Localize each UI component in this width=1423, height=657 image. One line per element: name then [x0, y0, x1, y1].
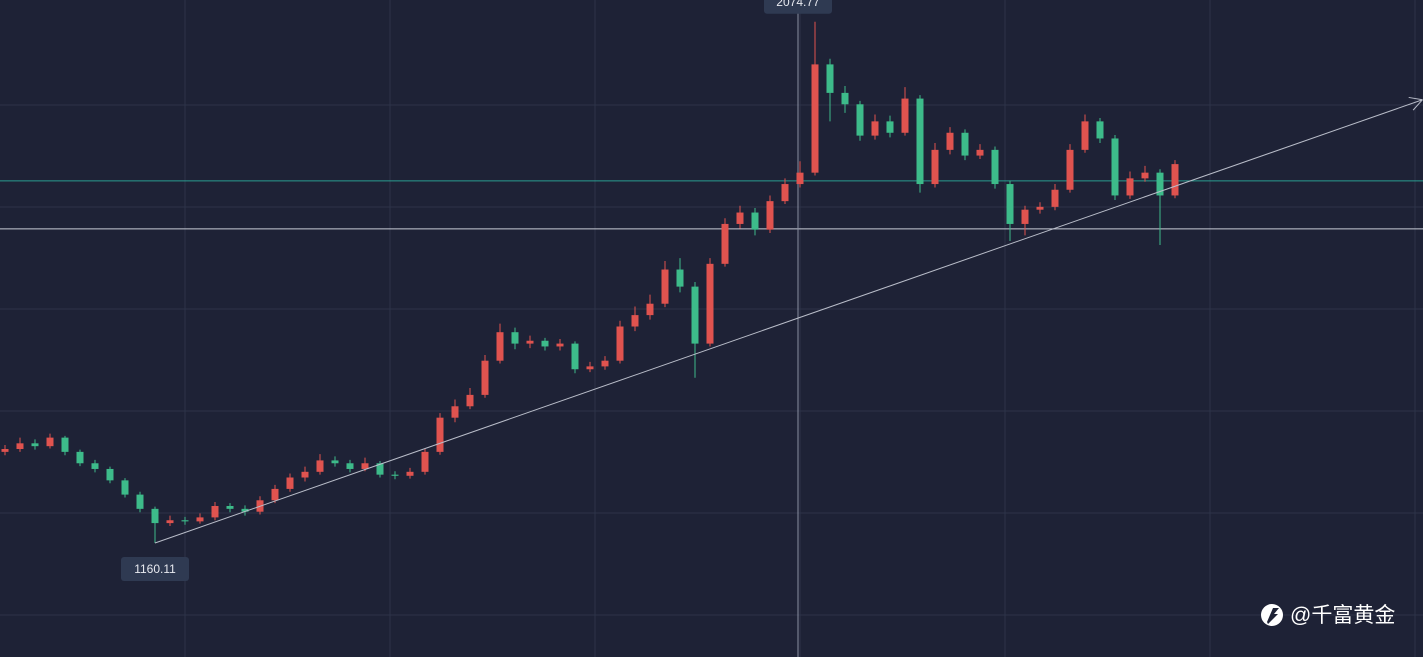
candle-body — [571, 343, 579, 370]
candle-body — [751, 212, 759, 230]
trendline-arrow — [1408, 96, 1423, 101]
candle-body — [661, 269, 669, 304]
candle-body — [91, 463, 99, 469]
candle-body — [616, 326, 624, 361]
candle-body — [436, 417, 444, 452]
price-label-box — [764, 0, 832, 14]
candle-body — [706, 263, 714, 344]
candle-body — [1006, 184, 1014, 224]
candle-body — [31, 443, 39, 447]
candle-body — [646, 303, 654, 316]
candle-body — [121, 480, 129, 495]
candle-body — [106, 468, 114, 481]
candle-body — [811, 64, 819, 173]
candle-body — [841, 92, 849, 105]
candle-body — [211, 505, 219, 518]
candle-body — [61, 437, 69, 452]
candle-body — [1141, 172, 1149, 179]
candle-body — [901, 98, 909, 133]
watermark: @千富黄金 — [1261, 604, 1395, 627]
candle-body — [781, 184, 789, 202]
price-label: 2074.77 — [776, 0, 820, 9]
candle-body — [496, 332, 504, 361]
candle-body — [601, 360, 609, 367]
candle-body — [1081, 121, 1089, 150]
candle-body — [1021, 209, 1029, 224]
candle-body — [1126, 178, 1134, 196]
candle-body — [946, 132, 954, 150]
candle-body — [1036, 206, 1044, 210]
candle-body — [151, 508, 159, 524]
candle-body — [1066, 149, 1074, 190]
candle-body — [631, 315, 639, 327]
candle-body — [331, 460, 339, 464]
candle-body — [481, 360, 489, 395]
candle-body — [721, 223, 729, 264]
candle-body — [196, 517, 204, 522]
candle-body — [406, 471, 414, 476]
candle-body — [871, 121, 879, 136]
candle-body — [316, 460, 324, 472]
candle-body — [766, 201, 774, 230]
price-label: 1160.11 — [134, 562, 176, 576]
candle-body — [1156, 172, 1164, 196]
candle-body — [181, 520, 189, 522]
candle-body — [286, 477, 294, 489]
candle-body — [166, 520, 174, 524]
candle-body — [376, 463, 384, 475]
candle-body — [511, 332, 519, 344]
candle-body — [796, 172, 804, 185]
candle-body — [931, 149, 939, 185]
candle-body — [556, 343, 564, 347]
candle-body — [856, 104, 864, 136]
candle-body — [1171, 164, 1179, 196]
candle-body — [346, 463, 354, 469]
candle-body — [916, 98, 924, 185]
candle-body — [1, 449, 9, 452]
candle-body — [961, 132, 969, 156]
candle-body — [271, 488, 279, 501]
candle-body — [586, 366, 594, 370]
candle-body — [691, 286, 699, 344]
candle-body — [241, 508, 249, 512]
candle-body — [451, 406, 459, 418]
candle-body — [391, 474, 399, 476]
price-label-box — [121, 556, 189, 581]
candle-body — [76, 451, 84, 464]
candle-body — [736, 212, 744, 224]
candle-body — [541, 340, 549, 347]
candle-body — [136, 494, 144, 509]
candle-body — [991, 149, 999, 185]
trendline-arrow — [1412, 99, 1423, 111]
candle-body — [46, 437, 54, 447]
candle-body — [1096, 121, 1104, 139]
candle-body — [16, 443, 24, 450]
candle-body — [1111, 138, 1119, 196]
candle-body — [676, 269, 684, 287]
trendline — [154, 99, 1423, 544]
candle-body — [301, 471, 309, 478]
candle-body — [886, 121, 894, 133]
candle-body — [826, 64, 834, 93]
watermark-text: @千富黄金 — [1290, 604, 1395, 627]
candle-body — [1051, 189, 1059, 207]
candle-body — [526, 340, 534, 344]
candle-body — [421, 451, 429, 472]
candle-body — [361, 463, 369, 469]
candle-body — [226, 505, 234, 509]
candle-body — [466, 394, 474, 407]
logo-mark — [1267, 608, 1279, 624]
candle-body — [976, 149, 984, 156]
